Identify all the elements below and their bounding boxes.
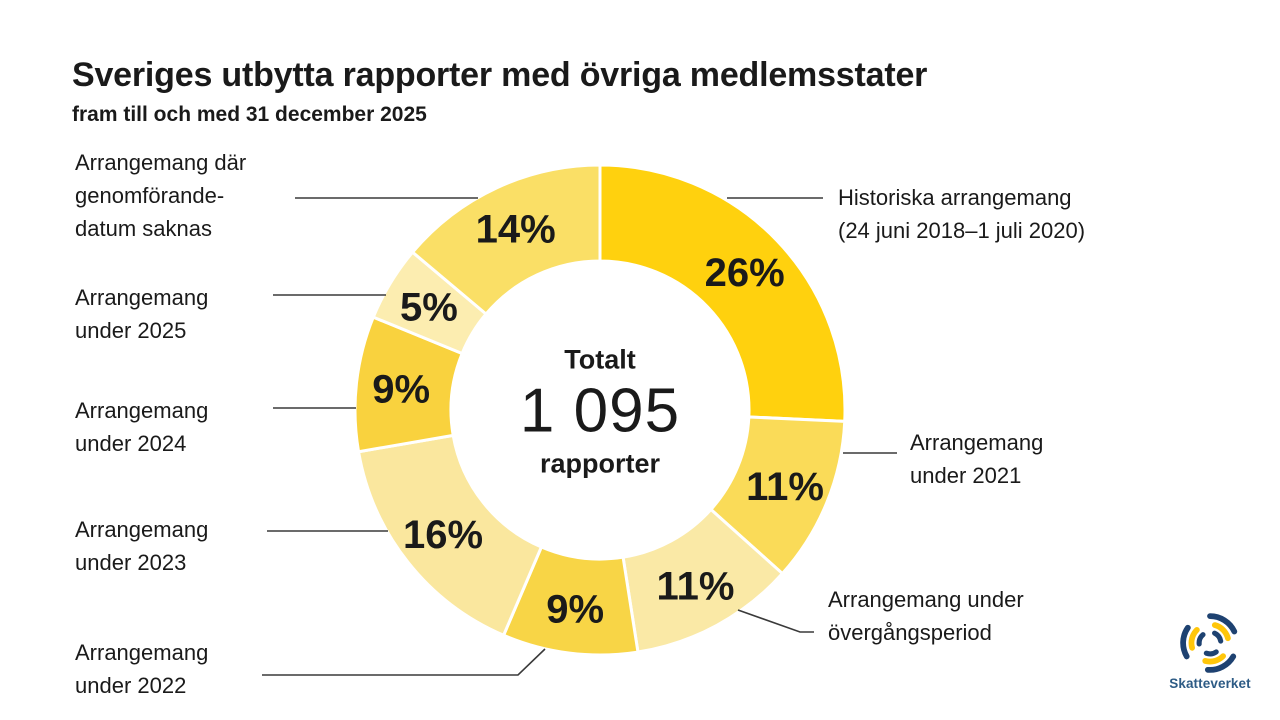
total-value: 1 095 [519,376,681,446]
skatteverket-logo-text: Skatteverket [1169,676,1251,691]
leader-line-overgang [737,609,814,633]
total-unit-label: rapporter [539,448,661,479]
donut-percent-label-4: 16% [403,513,483,557]
label-arrangemang-2022: Arrangemang under 2022 [75,640,209,698]
label-arrangemang-2023: Arrangemang under 2023 [75,517,209,575]
label-arrangemang-overgangsperiod: Arrangemang under övergångsperiod [828,587,1024,645]
donut-segment-7 [411,163,602,316]
donut-percent-label-2: 11% [657,565,735,609]
label-arrangemang-2025: Arrangemang under 2025 [75,285,209,343]
logo-yellow-arcs [1188,622,1231,665]
skatteverket-logo-icon [1180,613,1238,673]
logo-blue-arcs [1180,613,1238,673]
skatteverket-logo: Skatteverket [1160,611,1260,691]
leader-line-2022 [262,648,546,676]
donut-percent-label-0: 26% [705,251,785,295]
donut-center-total: Totalt 1 095 rapporter [450,344,750,479]
donut-percent-label-3: 9% [546,587,604,631]
total-label: Totalt [564,344,636,375]
donut-percent-label-5: 9% [372,367,430,411]
donut-segment-0 [598,163,847,423]
label-arrangemang-2021: Arrangemang under 2021 [910,430,1044,488]
donut-percent-label-7: 14% [476,208,556,252]
label-arrangemang-saknas: Arrangemang där genomförande- datum sakn… [75,150,247,241]
donut-percent-label-1: 11% [746,465,824,509]
page-subtitle: fram till och med 31 december 2025 [72,103,427,126]
donut-percent-label-6: 5% [400,285,458,329]
label-arrangemang-2024: Arrangemang under 2024 [75,398,209,456]
page-title: Sveriges utbytta rapporter med övriga me… [72,56,928,94]
label-historiska-arrangemang: Historiska arrangemang (24 juni 2018–1 j… [838,185,1086,243]
